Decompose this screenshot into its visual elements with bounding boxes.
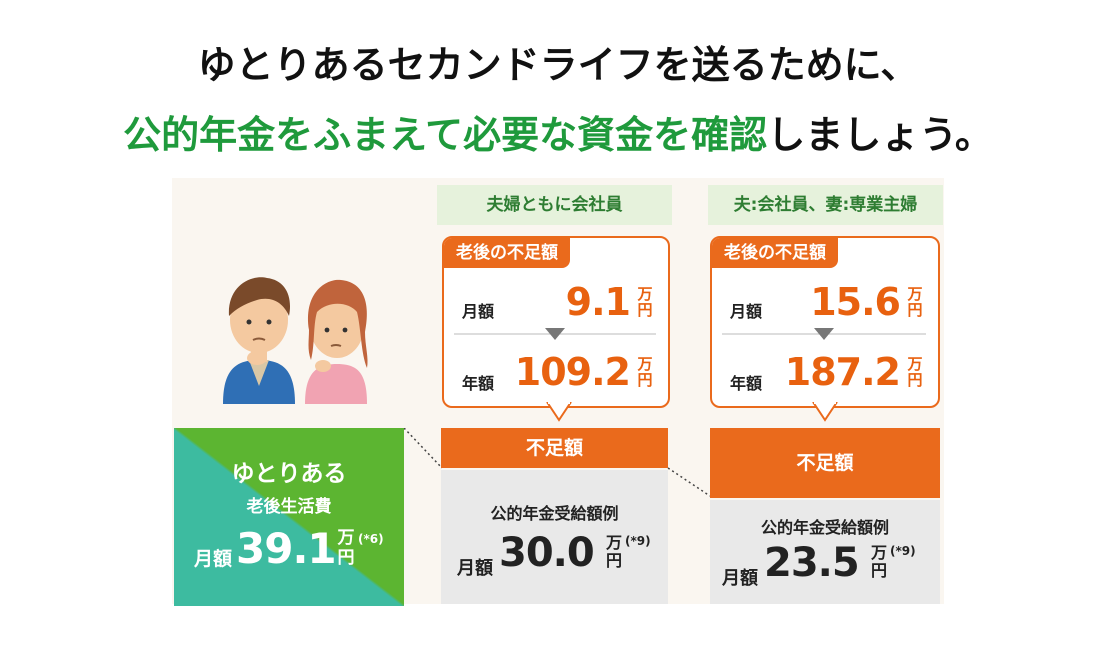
scenario-1-yearly-label: 年額 (462, 374, 495, 393)
scenario-2-yearly-unit: 万 円 (906, 356, 924, 388)
scenario-2-pension-note: (*9) (890, 544, 916, 558)
scenario-2-monthly-label: 月額 (730, 302, 763, 321)
scenario-1-pension-title: 公的年金受給額例 (490, 504, 619, 523)
scenario-1-pension-value: 30.0 (499, 530, 595, 576)
scenario-1-monthly-unit: 万 円 (636, 286, 654, 318)
comfortable-subtitle: 老後生活費 (246, 497, 332, 517)
scenario-2-pension-title: 公的年金受給額例 (760, 518, 889, 537)
unit-bottom: 円 (907, 301, 923, 319)
unit-top: 万 (605, 533, 622, 552)
scenario-1-monthly-value: 9.1 (565, 280, 631, 324)
worried-couple-icon (223, 277, 368, 404)
scenario-2-pension-value: 23.5 (764, 540, 860, 586)
unit-bottom: 円 (637, 301, 653, 319)
comfortable-unit: 万 円 (336, 528, 356, 568)
scenario-2-label: 夫:会社員、妻:専業主婦 (708, 185, 943, 225)
scenario-2-monthly-value: 15.6 (810, 280, 901, 324)
dotted-connector-lines (404, 428, 711, 497)
comfortable-value: 39.1 (236, 524, 337, 573)
scenario-2-yearly-value: 187.2 (784, 350, 901, 394)
scenario-1-pension-block: 公的年金受給額例 月額 30.0 万 円 (*9) (441, 470, 668, 604)
scenario-2-shortfall-card: 老後の不足額 月額 15.6 万 円 年額 187.2 万 円 (710, 236, 940, 408)
scenario-1-pension-unit: 万 円 (605, 534, 623, 570)
scenario-2-monthly-unit: 万 円 (906, 286, 924, 318)
comfortable-prefix: 月額 (194, 548, 233, 570)
unit-bottom: 円 (637, 371, 653, 389)
scenario-1-yearly-unit: 万 円 (636, 356, 654, 388)
scenario-1-card-title: 老後の不足額 (444, 238, 570, 268)
comfortable-title: ゆとりある (231, 461, 347, 487)
unit-bottom: 円 (605, 551, 622, 570)
scenario-2-pension-prefix: 月額 (722, 568, 758, 589)
unit-top: 万 (637, 285, 653, 303)
scenario-1-monthly-label: 月額 (462, 302, 495, 321)
comfortable-living-block: ゆとりある 老後生活費 月額 39.1 万 円 (*6) (174, 428, 404, 606)
headline-line2: 公的年金をふまえて必要な資金を確認しましょう。 (0, 112, 1116, 158)
scenario-1-pension-prefix: 月額 (457, 558, 493, 579)
headline-line2-black: しましょう。 (767, 113, 993, 157)
scenario-1-yearly-value: 109.2 (514, 350, 631, 394)
headline-line1: ゆとりあるセカンドライフを送るために、 (197, 43, 919, 87)
scenario-2-pension-unit: 万 円 (870, 544, 888, 580)
unit-bottom: 円 (907, 371, 923, 389)
scenario-1-shortfall-bar: 不足額 (441, 428, 668, 468)
scenario-1-callout-tail (546, 402, 572, 422)
scenario-2-shortfall-bar: 不足額 (710, 428, 940, 498)
scenario-2-card-title: 老後の不足額 (712, 238, 838, 268)
comfortable-unit-top: 万 (337, 528, 355, 548)
scenario-2-down-arrow-icon (722, 328, 926, 340)
scenario-1-pension-note: (*9) (625, 534, 651, 548)
unit-top: 万 (870, 543, 887, 562)
unit-bottom: 円 (870, 561, 887, 580)
scenario-2-yearly-label: 年額 (730, 374, 763, 393)
scenario-1-label: 夫婦ともに会社員 (437, 185, 672, 225)
unit-top: 万 (907, 355, 923, 373)
unit-top: 万 (907, 285, 923, 303)
scenario-2-pension-block: 公的年金受給額例 月額 23.5 万 円 (*9) (710, 500, 940, 604)
comfortable-note: (*6) (358, 532, 384, 546)
comfortable-unit-bottom: 円 (337, 548, 355, 568)
scenario-1-down-arrow-icon (454, 328, 656, 340)
headline-line2-green: 公的年金をふまえて必要な資金を確認 (123, 113, 768, 157)
scenario-1-shortfall-card: 老後の不足額 月額 9.1 万 円 年額 109.2 万 円 (442, 236, 670, 408)
unit-top: 万 (637, 355, 653, 373)
scenario-2-callout-tail (812, 402, 838, 422)
